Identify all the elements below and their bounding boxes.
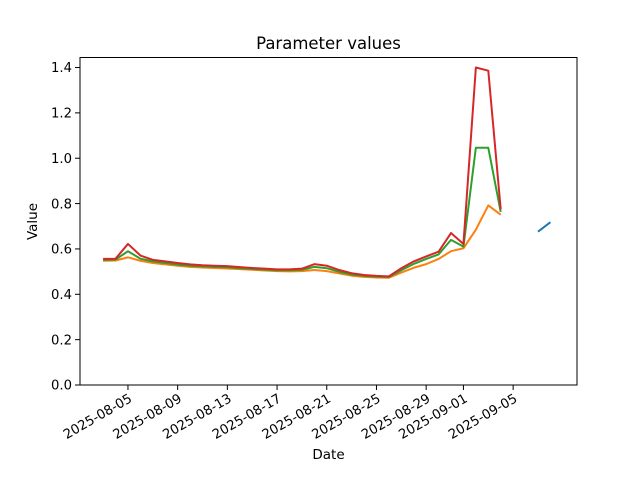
y-tick-label: 0.2 — [51, 333, 72, 348]
y-tick-label: 0.8 — [51, 197, 72, 212]
series-line-series-2-orange — [103, 204, 502, 279]
chart-title: Parameter values — [256, 34, 401, 53]
y-tick-label: 1.0 — [51, 152, 72, 167]
y-tick-label: 0.6 — [51, 243, 72, 258]
x-axis-label: Date — [312, 447, 344, 463]
y-axis-label: Value — [25, 203, 41, 240]
y-tick-label: 1.2 — [51, 107, 72, 122]
y-axis-ticks: 0.0 0.2 0.4 0.6 0.8 1.0 1.2 1.4 — [51, 61, 80, 394]
x-axis-ticks: 2025-08-052025-08-092025-08-132025-08-17… — [61, 385, 520, 443]
y-tick-label: 1.4 — [51, 61, 72, 76]
plot-border — [79, 57, 578, 386]
y-tick-label: 0.4 — [51, 288, 72, 303]
series-line-series-4-red — [103, 66, 502, 278]
y-tick-label: 0.0 — [51, 379, 72, 394]
series-line-series-3-green — [103, 146, 502, 279]
series-line-series-1-blue — [537, 221, 552, 233]
data-series — [103, 66, 552, 279]
